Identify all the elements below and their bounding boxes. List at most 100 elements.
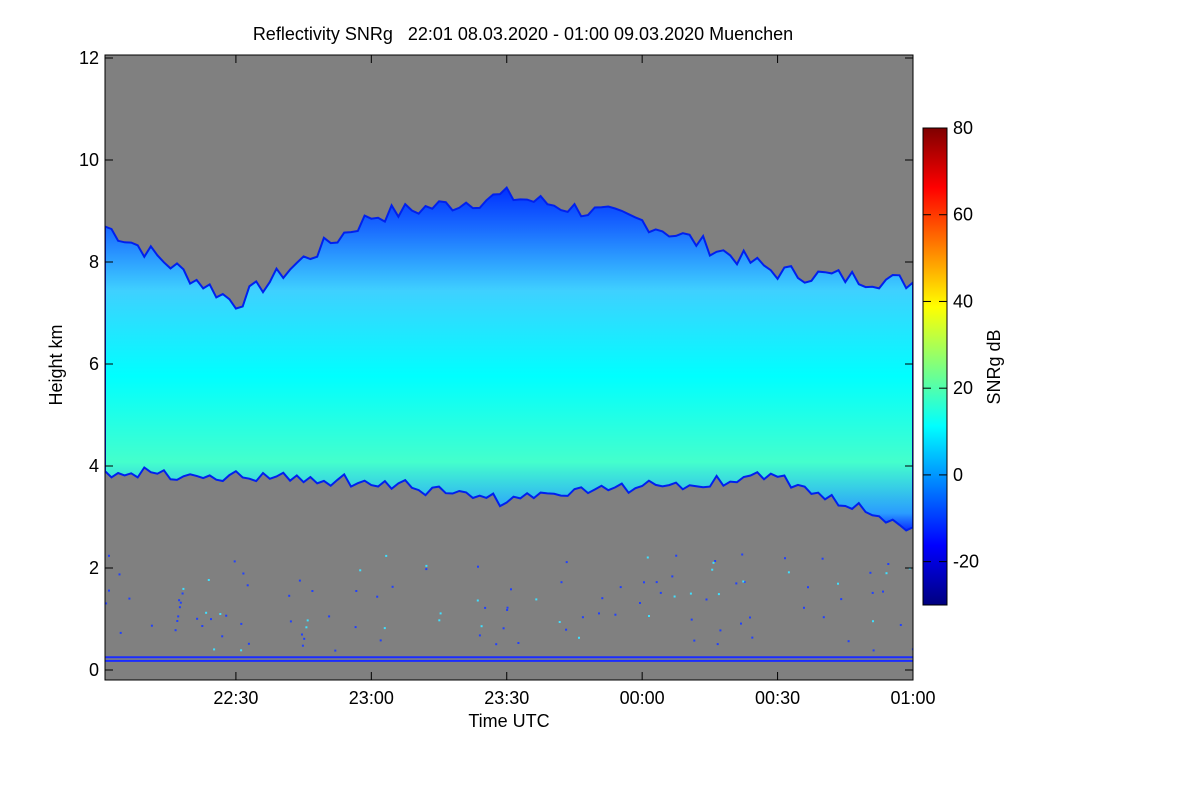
noise-speckle <box>240 649 243 652</box>
noise-speckle <box>887 563 890 565</box>
noise-speckle <box>379 639 382 642</box>
x-tick-label: 00:00 <box>620 688 665 708</box>
colorbar-tick-label: -20 <box>953 552 979 572</box>
noise-speckle <box>506 606 509 609</box>
noise-speckle <box>619 586 622 589</box>
noise-speckle <box>655 581 658 584</box>
noise-speckle <box>477 565 479 568</box>
noise-speckle <box>872 649 875 652</box>
colorbar-tick-label: 60 <box>953 205 973 225</box>
noise-speckle <box>740 622 742 625</box>
plot-area <box>105 55 913 680</box>
x-axis: 22:30 23:00 23:30 00:00 00:30 01:00 <box>213 55 936 708</box>
colorbar-scale <box>922 127 948 606</box>
noise-speckle <box>219 613 222 615</box>
noise-speckle <box>205 611 208 614</box>
noise-speckle <box>784 557 786 560</box>
noise-speckle <box>711 568 714 571</box>
noise-speckle <box>714 560 717 562</box>
colorbar: -20 0 20 40 60 80 SNRg dB <box>922 118 1004 606</box>
noise-speckle <box>118 573 121 576</box>
colorbar-tick-label: 20 <box>953 378 973 398</box>
noise-speckle <box>181 592 184 595</box>
noise-speckle <box>690 618 693 621</box>
noise-speckle <box>495 643 498 646</box>
noise-speckle <box>899 624 902 626</box>
noise-speckle <box>178 599 181 602</box>
noise-speckle <box>354 626 357 629</box>
x-tick-label: 22:30 <box>213 688 258 708</box>
noise-speckle <box>673 595 676 598</box>
x-axis-label: Time UTC <box>468 711 549 731</box>
noise-speckle <box>438 619 441 622</box>
noise-speckle <box>821 557 824 560</box>
noise-speckle <box>742 580 745 583</box>
noise-speckle <box>671 575 674 578</box>
colorbar-label: SNRg dB <box>984 329 1004 404</box>
noise-speckle <box>565 628 568 631</box>
noise-speckle <box>535 598 538 601</box>
noise-speckle <box>298 579 301 582</box>
y-tick-label: 6 <box>89 354 99 374</box>
y-tick-label: 0 <box>89 660 99 680</box>
noise-speckle <box>506 609 509 611</box>
noise-speckle <box>871 591 874 594</box>
noise-speckle <box>840 598 843 601</box>
y-tick-label: 4 <box>89 456 99 476</box>
noise-speckle <box>911 648 913 651</box>
y-tick-label: 2 <box>89 558 99 578</box>
colorbar-tick-label: 40 <box>953 291 973 311</box>
noise-speckle <box>502 627 505 630</box>
noise-speckle <box>246 584 249 587</box>
noise-speckle <box>885 572 888 575</box>
noise-speckle <box>376 595 379 598</box>
noise-speckle <box>578 636 580 639</box>
noise-speckle <box>182 587 185 590</box>
x-tick-label: 23:30 <box>484 688 529 708</box>
noise-speckle <box>689 592 692 595</box>
noise-speckle <box>383 627 386 630</box>
noise-speckle <box>560 581 563 584</box>
noise-speckle <box>119 631 122 634</box>
noise-speckle <box>648 615 650 617</box>
noise-speckle <box>128 597 131 600</box>
noise-speckle <box>213 648 216 651</box>
noise-speckle <box>301 644 304 647</box>
noise-speckle <box>517 642 520 644</box>
noise-speckle <box>178 606 181 609</box>
noise-speckle <box>735 582 738 585</box>
noise-speckle <box>221 635 224 638</box>
cloud-layer <box>105 185 913 532</box>
noise-speckle <box>743 581 746 583</box>
y-tick-label: 12 <box>79 48 99 68</box>
colorbar-tick-label: 80 <box>953 118 973 138</box>
noise-speckle <box>484 606 487 609</box>
x-tick-label: 01:00 <box>890 688 935 708</box>
noise-speckle <box>787 571 790 574</box>
near-ground-echoes <box>105 553 913 662</box>
colorbar-tick-label: 0 <box>953 465 963 485</box>
noise-speckle <box>105 602 108 605</box>
noise-speckle <box>716 643 719 646</box>
noise-speckle <box>822 616 825 619</box>
x-tick-label: 00:30 <box>755 688 800 708</box>
noise-speckle <box>247 642 250 645</box>
noise-speckle <box>751 636 754 639</box>
noise-speckle <box>201 625 204 627</box>
noise-speckle <box>176 620 179 622</box>
noise-speckle <box>749 616 751 619</box>
noise-speckle <box>693 639 696 642</box>
y-axis-label: Height km <box>46 324 66 405</box>
noise-speckle <box>741 553 744 556</box>
noise-speckle <box>705 598 708 601</box>
noise-speckle <box>614 613 617 616</box>
noise-speckle <box>510 588 512 591</box>
noise-speckle <box>675 554 678 557</box>
noise-speckle <box>225 614 228 617</box>
noise-speckle <box>174 629 177 632</box>
noise-speckle <box>355 590 358 592</box>
noise-speckle <box>289 620 292 623</box>
y-tick-label: 8 <box>89 252 99 272</box>
noise-speckle <box>150 624 153 627</box>
